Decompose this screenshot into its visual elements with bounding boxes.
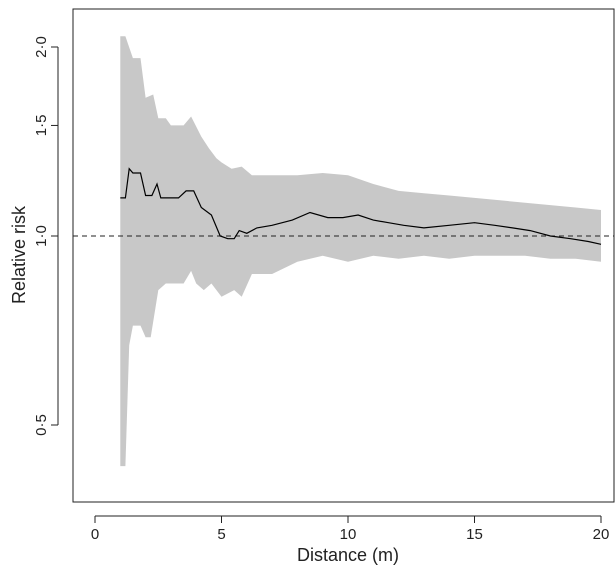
x-tick-label: 20 [593,526,610,543]
y-tick-label: 2·0 [33,36,50,58]
x-tick-label: 0 [91,526,99,543]
confidence-band [120,36,602,467]
x-tick-label: 15 [466,526,483,543]
confidence-band-layer [120,36,602,467]
y-axis-title: Relative risk [9,205,29,304]
estimate-line-layer [120,167,602,245]
y-axis: 0·5 1·0 1·5 2·0 [33,36,59,436]
estimate-line [120,167,602,245]
x-axis-title: Distance (m) [297,545,399,565]
x-axis: 0 5 10 15 20 [91,515,610,543]
y-tick-label: 0·5 [33,414,50,436]
plot-frame [72,8,615,503]
y-tick-label: 1·5 [33,115,50,137]
x-tick-label: 10 [340,526,357,543]
y-tick-label: 1·0 [33,225,50,247]
x-tick-label: 5 [217,526,225,543]
